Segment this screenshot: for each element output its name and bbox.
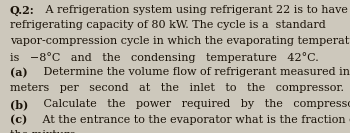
Text: (b): (b): [10, 99, 28, 110]
Text: (c): (c): [10, 115, 27, 126]
Text: Calculate   the   power   required   by   the   compressor.: Calculate the power required by the comp…: [33, 99, 350, 109]
Text: At the entrance to the evaporator what is the fraction of vapor in: At the entrance to the evaporator what i…: [32, 115, 350, 124]
Text: Determine the volume flow of refrigerant measured in cubic: Determine the volume flow of refrigerant…: [33, 67, 350, 77]
Text: (a): (a): [10, 67, 27, 78]
Text: the mixture.: the mixture.: [10, 130, 79, 133]
Text: meters   per   second   at   the   inlet   to   the   compressor.: meters per second at the inlet to the co…: [10, 83, 344, 93]
Text: vapor-compression cycle in which the evaporating temperature: vapor-compression cycle in which the eva…: [10, 36, 350, 46]
Text: refrigerating capacity of 80 kW. The cycle is a  standard: refrigerating capacity of 80 kW. The cyc…: [10, 20, 326, 30]
Text: is   −8°C   and   the   condensing   temperature   42°C.: is −8°C and the condensing temperature 4…: [10, 52, 318, 63]
Text: Q.2:: Q.2:: [10, 5, 35, 16]
Text: A refrigeration system using refrigerant 22 is to have a: A refrigeration system using refrigerant…: [42, 5, 350, 15]
